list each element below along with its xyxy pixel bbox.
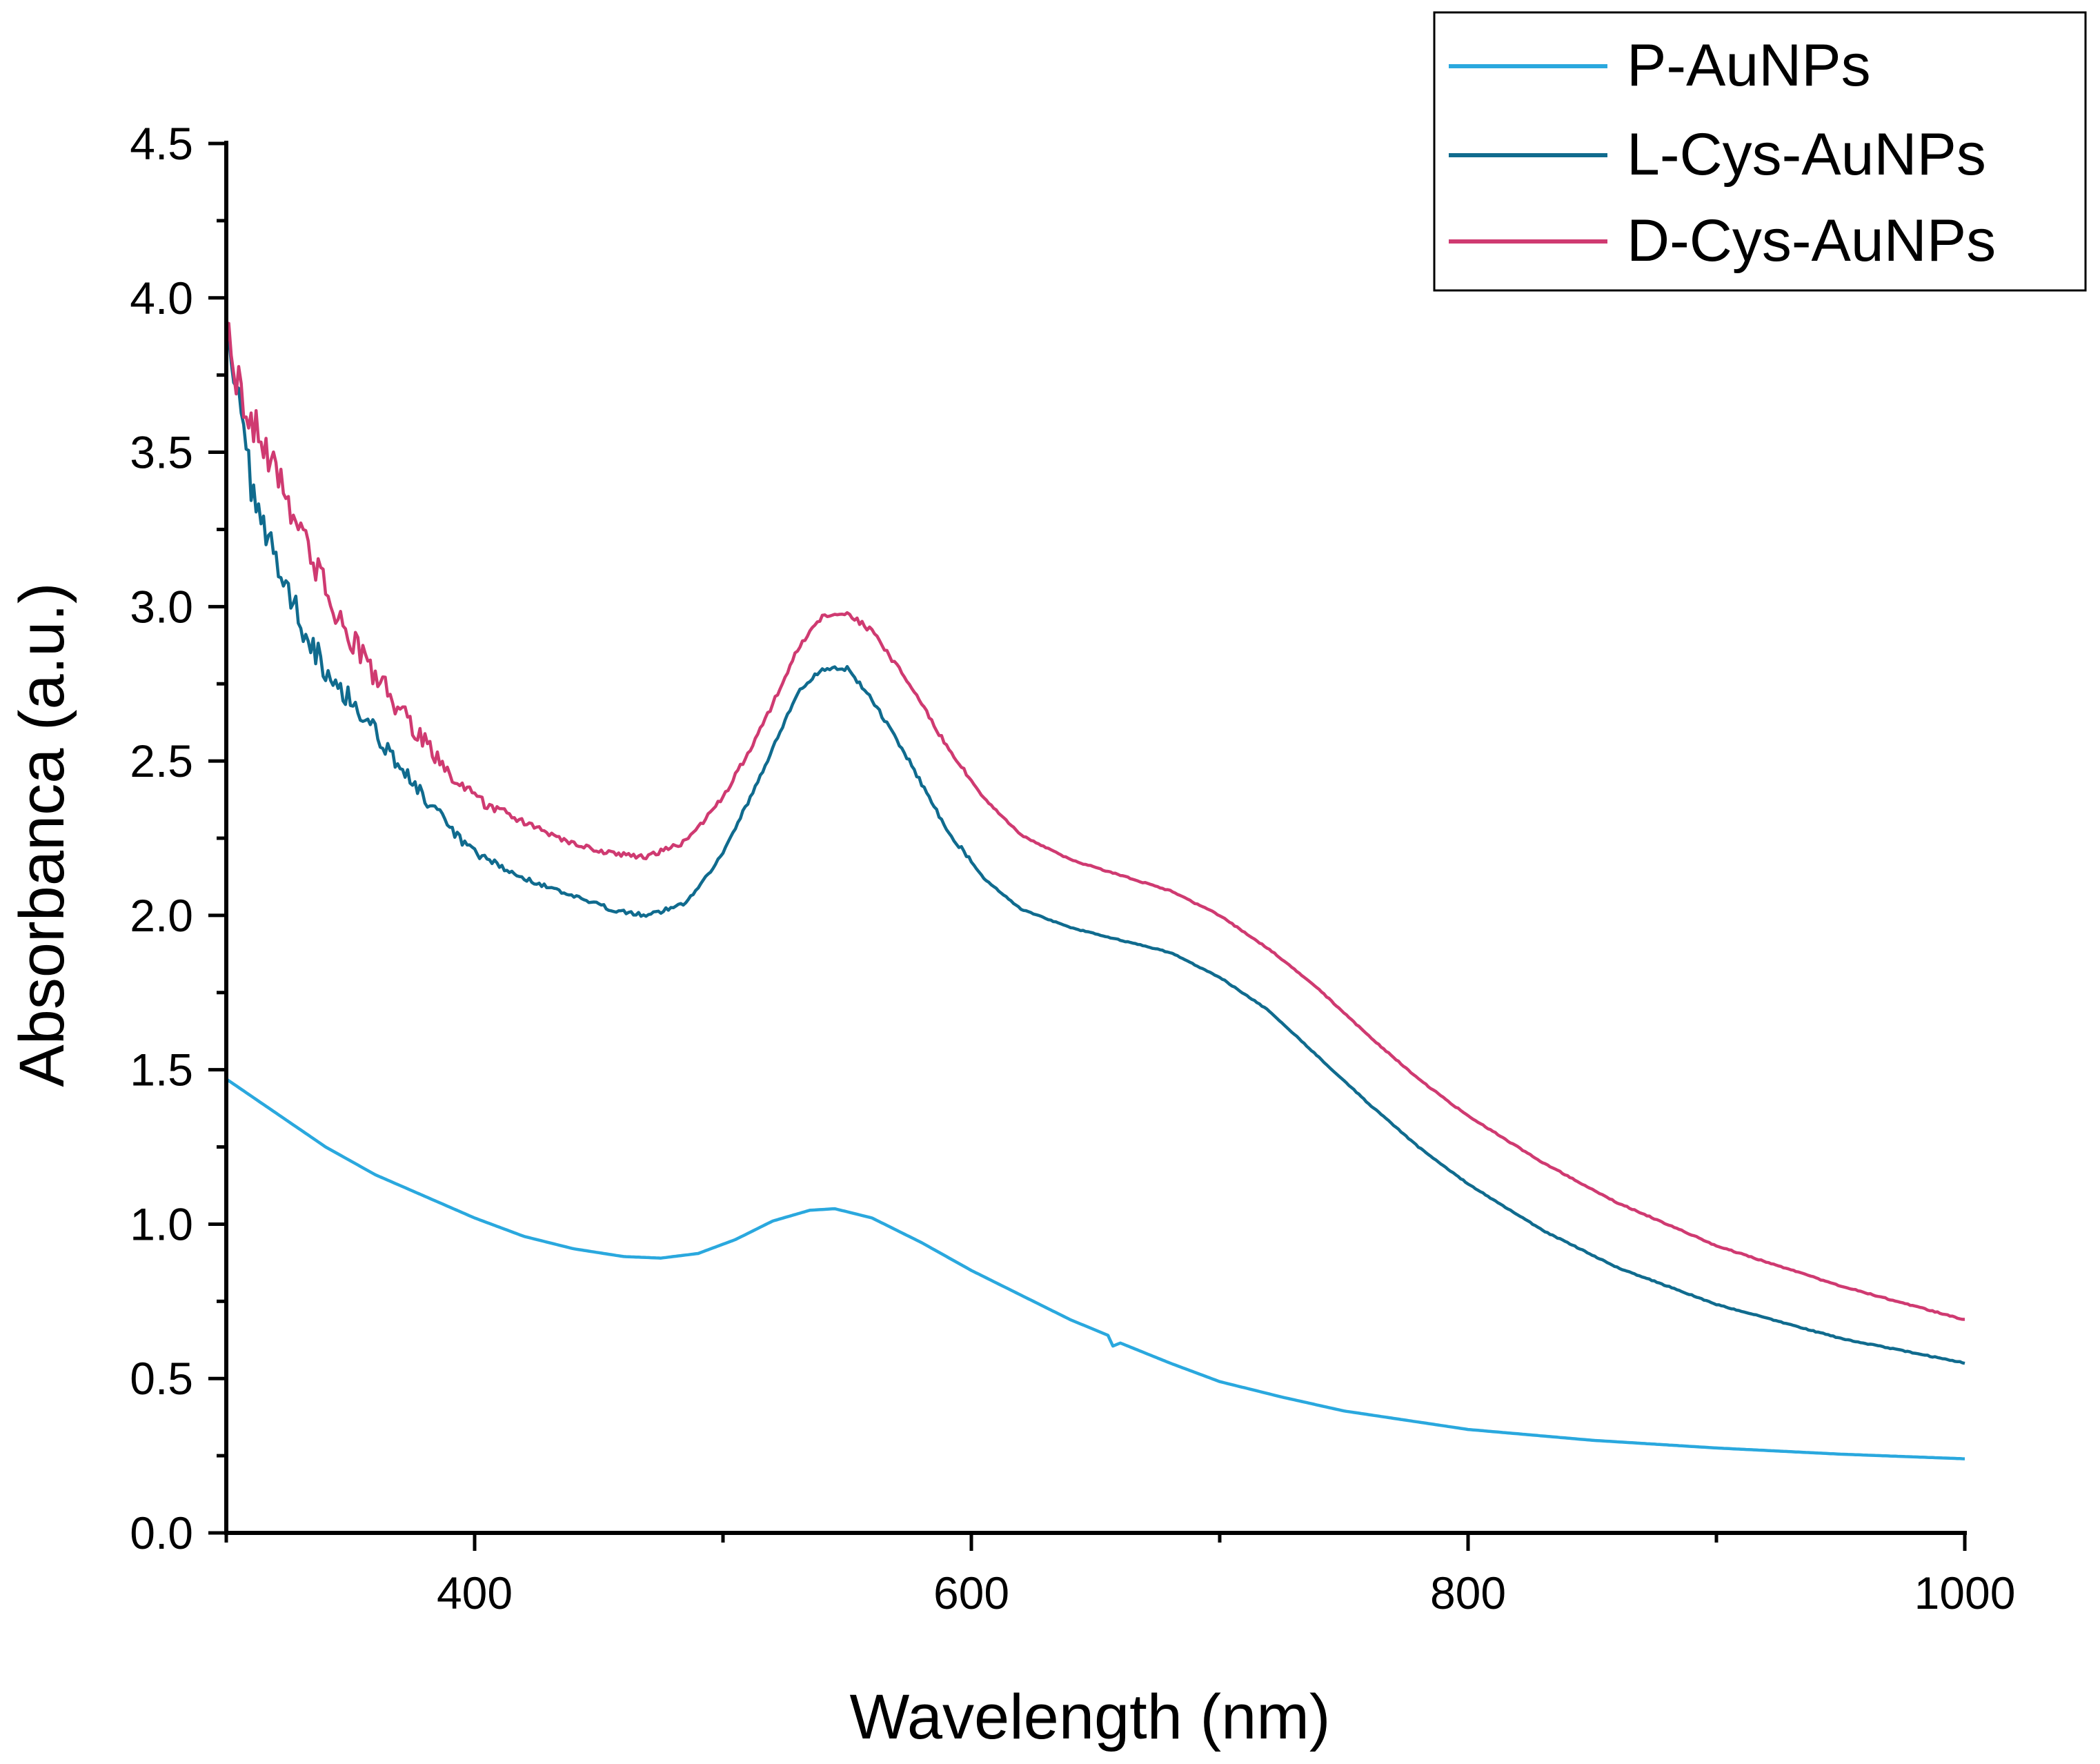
series-line-d-cys-aunps <box>224 321 1965 1321</box>
y-tick-label: 2.0 <box>130 890 193 941</box>
x-axis-title: Wavelength (nm) <box>849 1682 1330 1752</box>
x-tick-label: 1000 <box>1914 1567 2016 1618</box>
y-tick-label: 3.0 <box>130 581 193 632</box>
y-axis-title: Absorbanca (a.u.) <box>7 582 77 1087</box>
series-line-l-cys-aunps <box>224 328 1965 1365</box>
legend-label-p-aunps: P-AuNPs <box>1627 32 1871 99</box>
series-line-p-aunps <box>225 1078 1965 1460</box>
y-tick-label: 1.0 <box>130 1198 193 1249</box>
x-tick-label: 600 <box>933 1567 1009 1618</box>
y-tick-label: 2.5 <box>130 735 193 786</box>
y-tick-label: 0.5 <box>130 1353 193 1404</box>
y-tick-label: 4.0 <box>130 272 193 324</box>
x-tick-label: 400 <box>437 1567 513 1618</box>
y-tick-label: 1.5 <box>130 1044 193 1096</box>
plot-series-group <box>224 321 1965 1460</box>
tick-labels-group: 0.0 0.5 1.0 1.5 2.0 2.5 3.0 3.5 4.0 4.5 400 600 800 1… <box>130 118 2015 1618</box>
y-tick-label: 3.5 <box>130 427 193 478</box>
legend-label-d-cys-aunps: D-Cys-AuNPs <box>1627 208 1996 274</box>
x-tick-label: 800 <box>1430 1567 1506 1618</box>
legend-label-l-cys-aunps: L-Cys-AuNPs <box>1627 121 1986 188</box>
y-tick-label: 0.0 <box>130 1507 193 1558</box>
y-tick-label: 4.5 <box>130 118 193 169</box>
legend-box <box>1433 11 2087 292</box>
axes-group <box>208 141 1967 1551</box>
legend: P-AuNPs L-Cys-AuNPs D-Cys-AuNPs <box>1433 11 2087 292</box>
